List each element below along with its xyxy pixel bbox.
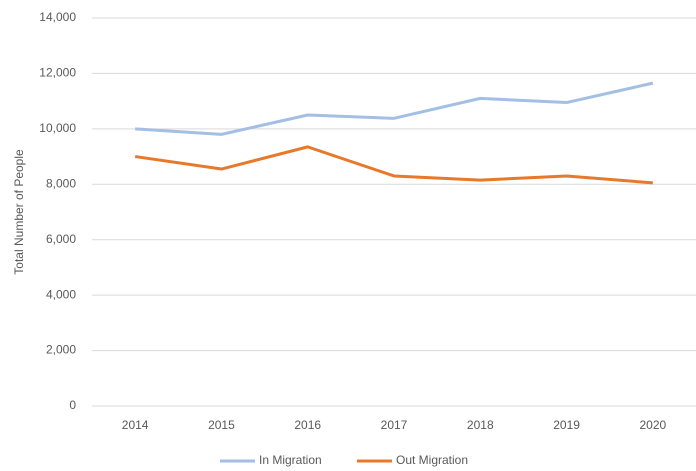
y-tick-label: 4,000 [46, 287, 76, 301]
y-tick-label: 8,000 [46, 176, 76, 190]
x-tick-label: 2014 [122, 418, 149, 432]
x-tick-label: 2015 [208, 418, 235, 432]
x-tick-label: 2020 [640, 418, 667, 432]
y-tick-label: 10,000 [39, 121, 76, 135]
x-tick-label: 2016 [294, 418, 321, 432]
legend-label: Out Migration [396, 453, 468, 467]
x-tick-label: 2019 [553, 418, 580, 432]
y-tick-label: 0 [69, 398, 76, 412]
legend-label: In Migration [259, 453, 322, 467]
x-tick-label: 2017 [381, 418, 408, 432]
y-tick-label: 2,000 [46, 343, 76, 357]
data-line [135, 81, 654, 136]
y-tick-label: 12,000 [39, 66, 76, 80]
y-tick-label: 14,000 [39, 10, 76, 24]
data-line [134, 145, 653, 185]
y-tick-label: 6,000 [46, 232, 76, 246]
y-axis-label: Total Number of People [12, 149, 26, 275]
x-tick-label: 2018 [467, 418, 494, 432]
